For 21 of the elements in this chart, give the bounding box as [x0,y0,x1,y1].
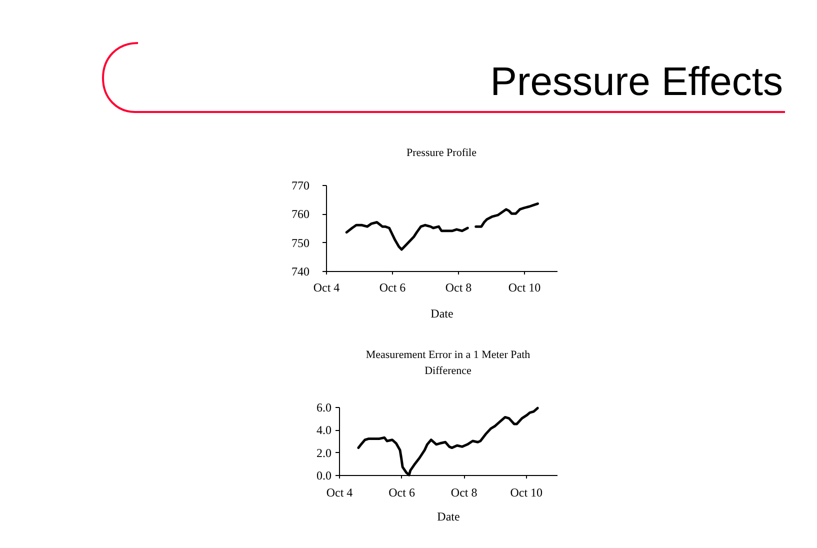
chart-title: Pressure Profile [406,147,477,159]
y-tick-label: 4.0 [316,423,332,438]
y-tick-label: 0.0 [316,468,332,482]
x-tick-label: Oct 10 [510,486,543,500]
text: Pressure Effects [490,59,783,105]
x-tick-label: Oct 10 [508,280,541,294]
x-axis-title: Date [437,510,460,524]
y-tick-label: 740 [292,264,310,278]
y-tick-label: 6.0 [316,400,332,414]
x-tick-label: Oct 8 [445,280,472,294]
x-tick-label: Oct 6 [379,280,406,294]
x-tick-label: Oct 4 [326,486,353,500]
y-tick-label: 750 [292,236,310,250]
y-tick-label: 770 [292,178,310,192]
x-tick-label: Oct 4 [313,280,340,294]
y-tick-label: 760 [292,207,310,222]
x-axis-title: Date [430,306,454,320]
chart-title: Measurement Error in a 1 Meter Path Difference [366,349,531,377]
x-tick-label: Oct 6 [388,486,415,500]
y-tick-label: 2.0 [316,446,332,460]
x-tick-label: Oct 8 [450,486,478,500]
